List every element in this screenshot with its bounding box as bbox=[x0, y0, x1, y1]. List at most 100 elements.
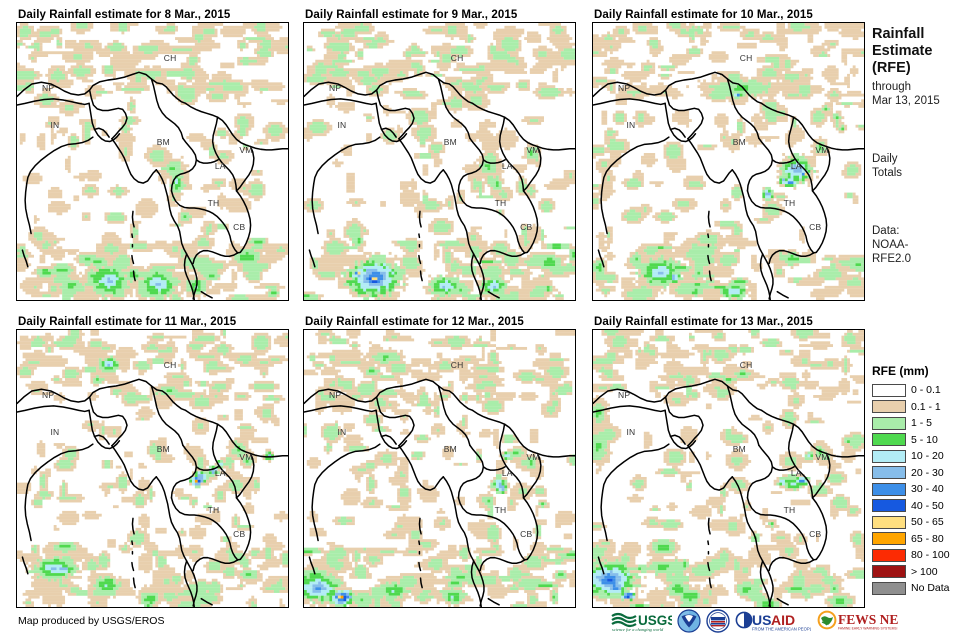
map-panel-p4: Daily Rainfall estimate for 11 Mar., 201… bbox=[16, 315, 289, 608]
country-label-th: TH bbox=[783, 198, 796, 209]
legend-swatch bbox=[872, 482, 906, 496]
country-label-th: TH bbox=[494, 505, 507, 516]
info-column: Rainfall Estimate (RFE) through Mar 13, … bbox=[872, 26, 967, 266]
legend-item: 0.1 - 1 bbox=[872, 399, 967, 416]
panel-title: Daily Rainfall estimate for 11 Mar., 201… bbox=[18, 316, 237, 328]
legend-swatch bbox=[872, 532, 906, 546]
legend-swatch bbox=[872, 383, 906, 397]
country-label-bm: BM bbox=[732, 444, 746, 455]
legend-item: 50 - 65 bbox=[872, 514, 967, 531]
country-label-la: LA bbox=[501, 467, 513, 478]
map-canvas bbox=[17, 330, 288, 607]
country-label-cb: CB bbox=[233, 528, 246, 539]
info-title-line2: Estimate bbox=[872, 43, 933, 59]
legend-item: 40 - 50 bbox=[872, 498, 967, 515]
info-through-label: through bbox=[872, 81, 912, 93]
map-frame[interactable]: CH NP IN BM VM LA TH CB bbox=[16, 329, 289, 608]
country-label-bm: BM bbox=[732, 137, 746, 148]
country-label-cb: CB bbox=[520, 221, 533, 232]
country-label-vm: VM bbox=[815, 145, 829, 156]
legend-label: > 100 bbox=[911, 565, 938, 578]
legend-item: 30 - 40 bbox=[872, 481, 967, 498]
legend-item: 1 - 5 bbox=[872, 415, 967, 432]
map-frame[interactable]: CH NP IN BM VM LA TH CB bbox=[16, 22, 289, 301]
legend-item: 80 - 100 bbox=[872, 547, 967, 564]
country-label-in: IN bbox=[626, 120, 636, 131]
usgs-logo: USGS science for a changing world bbox=[610, 608, 672, 634]
country-label-bm: BM bbox=[156, 444, 170, 455]
legend-label: 30 - 40 bbox=[911, 483, 944, 496]
panel-title: Daily Rainfall estimate for 13 Mar., 201… bbox=[594, 316, 813, 328]
country-label-la: LA bbox=[214, 160, 226, 171]
country-label-cb: CB bbox=[233, 221, 246, 232]
country-label-bm: BM bbox=[156, 137, 170, 148]
info-through-date: Mar 13, 2015 bbox=[872, 95, 940, 107]
country-label-la: LA bbox=[214, 467, 226, 478]
agency-logos: USGS science for a changing world bbox=[610, 606, 898, 636]
rainfall-raster bbox=[17, 23, 288, 300]
legend-label: 20 - 30 bbox=[911, 466, 944, 479]
info-totals-line2: Totals bbox=[872, 167, 903, 179]
country-borders bbox=[17, 378, 288, 607]
legend-swatch bbox=[872, 433, 906, 447]
legend-label: 10 - 20 bbox=[911, 450, 944, 463]
info-data-line3: RFE2.0 bbox=[872, 253, 911, 265]
panel-title: Daily Rainfall estimate for 10 Mar., 201… bbox=[594, 9, 813, 21]
country-label-np: NP bbox=[618, 83, 631, 94]
seal-logo bbox=[706, 608, 730, 634]
legend-swatch bbox=[872, 400, 906, 414]
country-label-th: TH bbox=[207, 505, 220, 516]
map-panel-p1: Daily Rainfall estimate for 8 Mar., 2015… bbox=[16, 8, 289, 301]
legend-item: > 100 bbox=[872, 564, 967, 581]
legend-item: 10 - 20 bbox=[872, 448, 967, 465]
country-label-vm: VM bbox=[815, 452, 829, 463]
country-label-vm: VM bbox=[239, 145, 253, 156]
country-label-ch: CH bbox=[163, 359, 177, 370]
map-frame[interactable]: CH NP IN BM VM LA TH CB bbox=[592, 329, 865, 608]
map-canvas bbox=[304, 330, 575, 607]
country-label-in: IN bbox=[50, 427, 60, 438]
map-canvas bbox=[17, 23, 288, 300]
country-label-bm: BM bbox=[443, 444, 457, 455]
map-frame[interactable]: CH NP IN BM VM LA TH CB bbox=[592, 22, 865, 301]
panel-title: Daily Rainfall estimate for 8 Mar., 2015 bbox=[18, 9, 231, 21]
map-frame[interactable]: CH NP IN BM VM LA TH CB bbox=[303, 22, 576, 301]
country-label-th: TH bbox=[207, 198, 220, 209]
panel-title: Daily Rainfall estimate for 9 Mar., 2015 bbox=[305, 9, 518, 21]
rainfall-raster bbox=[593, 330, 864, 607]
noaa-logo bbox=[677, 608, 701, 634]
country-label-in: IN bbox=[50, 120, 60, 131]
legend-label: No Data bbox=[911, 582, 950, 595]
fewsnet-logo: FEWS NET FAMINE EARLY WARNING SYSTEMS NE… bbox=[816, 608, 898, 634]
country-label-ch: CH bbox=[450, 359, 464, 370]
rfe-legend: RFE (mm) 0 - 0.1 0.1 - 1 1 - 5 5 - 10 10 - 2… bbox=[872, 364, 967, 597]
country-label-ch: CH bbox=[739, 359, 753, 370]
country-label-ch: CH bbox=[739, 52, 753, 63]
legend-label: 80 - 100 bbox=[911, 549, 950, 562]
country-label-ch: CH bbox=[163, 52, 177, 63]
country-label-cb: CB bbox=[809, 528, 822, 539]
country-label-la: LA bbox=[501, 160, 513, 171]
footer-credit: Map produced by USGS/EROS bbox=[18, 615, 165, 627]
legend-swatch bbox=[872, 466, 906, 480]
legend-item: 0 - 0.1 bbox=[872, 382, 967, 399]
legend-label: 5 - 10 bbox=[911, 433, 938, 446]
country-label-vm: VM bbox=[239, 452, 253, 463]
country-borders bbox=[17, 71, 288, 300]
map-canvas bbox=[304, 23, 575, 300]
legend-swatch bbox=[872, 548, 906, 562]
map-panel-p2: Daily Rainfall estimate for 9 Mar., 2015… bbox=[303, 8, 576, 301]
legend-swatch bbox=[872, 515, 906, 529]
country-borders bbox=[593, 378, 864, 607]
legend-item: No Data bbox=[872, 580, 967, 597]
map-canvas bbox=[593, 23, 864, 300]
legend-item: 20 - 30 bbox=[872, 465, 967, 482]
info-data-line2: NOAA- bbox=[872, 239, 909, 251]
country-borders bbox=[304, 71, 575, 300]
country-label-th: TH bbox=[783, 505, 796, 516]
country-label-np: NP bbox=[329, 390, 342, 401]
info-totals-line1: Daily bbox=[872, 153, 898, 165]
map-frame[interactable]: CH NP IN BM VM LA TH CB bbox=[303, 329, 576, 608]
legend-swatch bbox=[872, 581, 906, 595]
map-panel-p3: Daily Rainfall estimate for 10 Mar., 201… bbox=[592, 8, 865, 301]
